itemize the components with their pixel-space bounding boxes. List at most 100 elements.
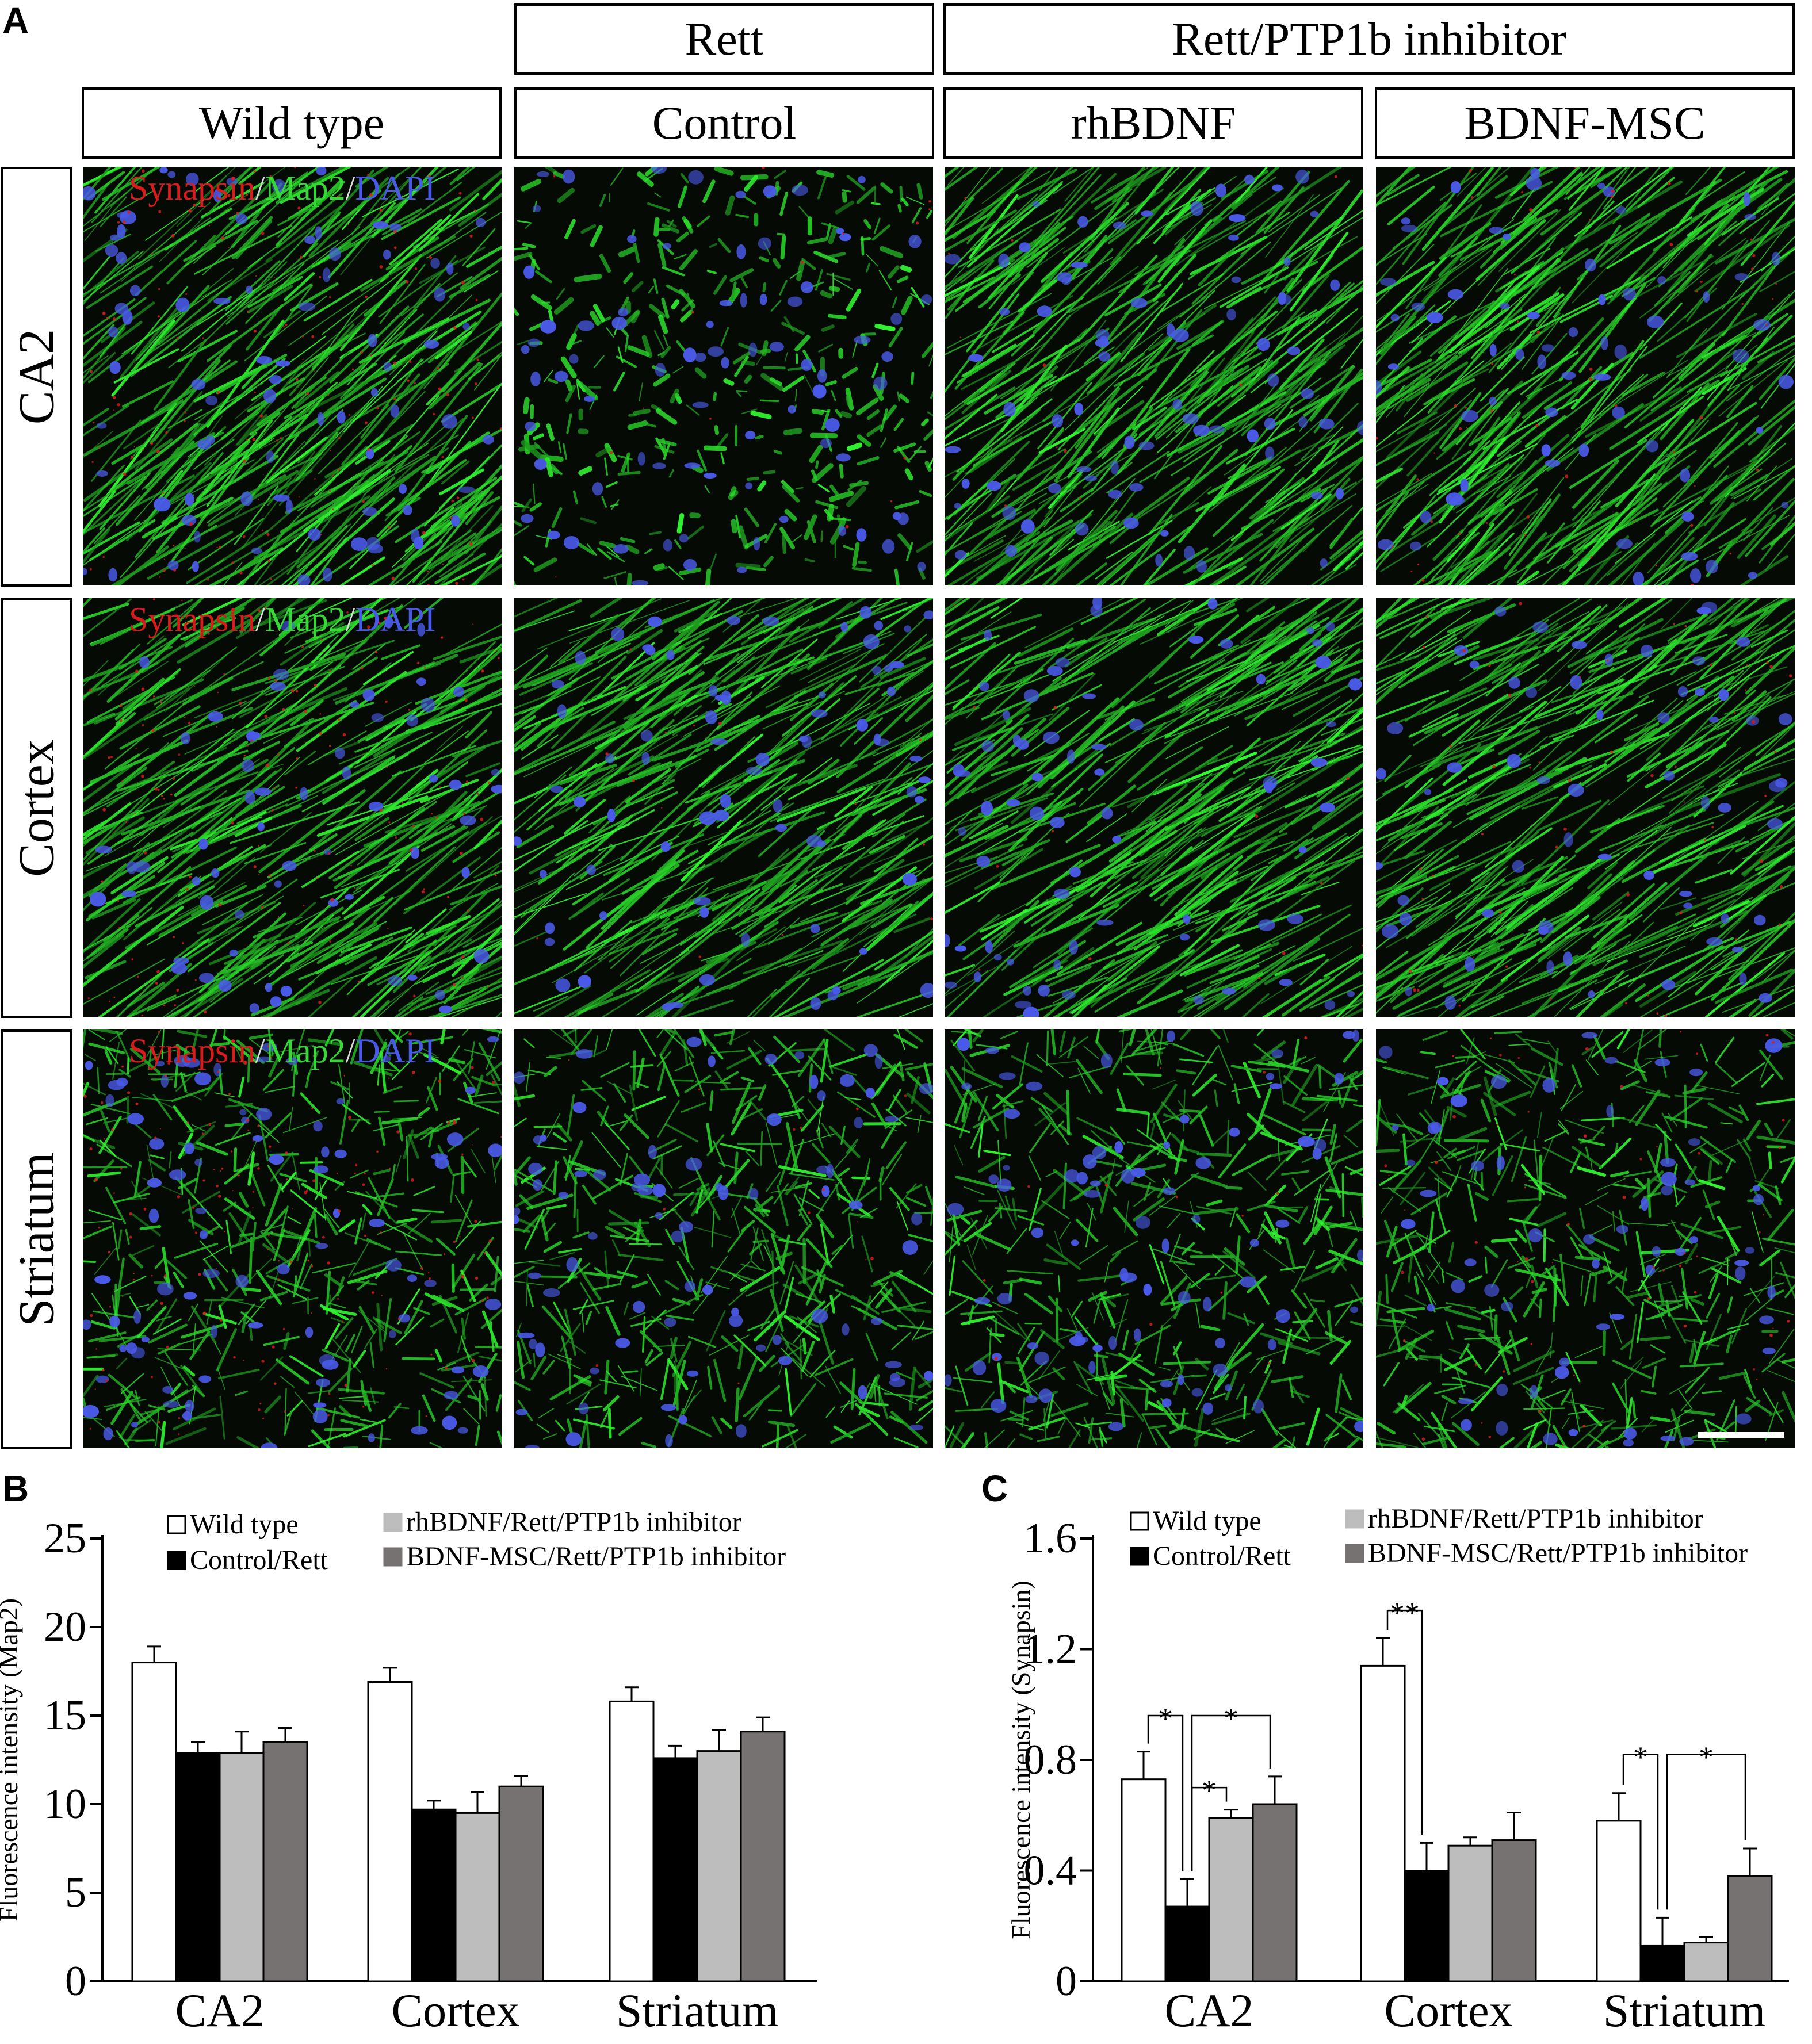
bar-2-1 <box>1641 1945 1684 1981</box>
stain-synapsin: Synapsin <box>129 169 255 207</box>
bar-2-1 <box>653 1758 697 1981</box>
micrograph-striatum-wild-type: Synapsin/Map2/DAPI <box>83 1029 502 1448</box>
bar-1-2 <box>456 1813 499 1981</box>
bar-2-3 <box>1728 1876 1772 1981</box>
micrograph-cortex-control <box>514 598 933 1017</box>
bar-1-1 <box>1405 1871 1448 1982</box>
y-tick-label: 10 <box>44 1781 86 1828</box>
bar-0-1 <box>176 1753 220 1981</box>
legend-swatch <box>168 1516 185 1533</box>
stain-label: Synapsin/Map2/DAPI <box>129 169 435 207</box>
bar-2-0 <box>610 1701 653 1981</box>
stain-map2: Map2 <box>265 600 346 638</box>
x-tick-label: Striatum <box>1603 1984 1765 2037</box>
x-tick-label: Cortex <box>1384 1984 1512 2037</box>
significance-label: * <box>1633 1741 1648 1774</box>
bar-0-1 <box>1165 1907 1209 1981</box>
stain-map2: Map2 <box>265 169 346 207</box>
legend-swatch <box>1346 1510 1363 1528</box>
stain-sep2: / <box>346 169 355 207</box>
micrograph-ca2-rhbdnf <box>945 167 1363 585</box>
micrograph-cortex-rhbdnf <box>945 598 1363 1017</box>
y-tick-label: 0 <box>1056 1958 1077 2005</box>
bar-1-0 <box>1361 1666 1405 1981</box>
stain-map2: Map2 <box>265 1032 346 1070</box>
scale-bar <box>1698 1432 1784 1438</box>
legend-label: Control/Rett <box>1153 1541 1291 1571</box>
bar-2-2 <box>697 1751 741 1981</box>
bar-1-1 <box>412 1809 456 1981</box>
panel-a-label: A <box>2 2 29 39</box>
stain-dapi: DAPI <box>355 600 435 638</box>
header-wild-type: Wild type <box>82 87 502 159</box>
legend-label: BDNF-MSC/Rett/PTP1b inhibitor <box>1368 1538 1748 1568</box>
significance-label: * <box>1224 1702 1238 1735</box>
y-axis-label: Fluorescence intensity (Synapsin) <box>1006 1580 1035 1939</box>
legend-swatch <box>1131 1548 1148 1565</box>
bar-0-2 <box>1209 1818 1253 1981</box>
legend-swatch <box>168 1552 185 1569</box>
bar-2-2 <box>1684 1943 1728 1981</box>
y-axis-label: Fluorescence intensity (Map2) <box>0 1598 23 1921</box>
y-tick-label: 1.6 <box>1024 1515 1077 1562</box>
x-tick-label: CA2 <box>1165 1984 1254 2037</box>
bar-0-0 <box>1122 1779 1165 1981</box>
stain-dapi: DAPI <box>355 169 435 207</box>
bar-2-0 <box>1597 1821 1641 1981</box>
bar-1-3 <box>1492 1840 1536 1981</box>
legend-label: Control/Rett <box>190 1545 328 1575</box>
significance-label: * <box>1202 1774 1217 1807</box>
stain-sep2: / <box>346 1032 355 1070</box>
bar-0-3 <box>1253 1804 1297 1981</box>
stain-label: Synapsin/Map2/DAPI <box>129 1032 435 1070</box>
bar-1-2 <box>1448 1846 1492 1981</box>
stain-sep1: / <box>255 1032 265 1070</box>
significance-label: ** <box>1390 1597 1420 1630</box>
legend-swatch <box>384 1514 402 1531</box>
micrograph-cortex-wild-type: Synapsin/Map2/DAPI <box>83 598 502 1017</box>
legend-label: rhBDNF/Rett/PTP1b inhibitor <box>1368 1503 1703 1534</box>
y-tick-label: 0 <box>65 1958 86 2005</box>
micrograph-striatum-control <box>514 1029 933 1448</box>
header-bdnf-msc: BDNF-MSC <box>1375 87 1795 159</box>
bar-1-3 <box>499 1786 543 1981</box>
significance-label: * <box>1158 1702 1173 1735</box>
x-tick-label: Striatum <box>616 1984 778 2037</box>
micrograph-ca2-bdnf-msc <box>1376 167 1795 585</box>
header-rett-ptp1b: Rett/PTP1b inhibitor <box>943 3 1795 75</box>
bar-2-3 <box>741 1732 785 1981</box>
header-rett: Rett <box>514 3 934 75</box>
row-label-striatum: Striatum <box>1 1029 72 1449</box>
stain-sep1: / <box>255 600 265 638</box>
micrograph-striatum-rhbdnf <box>945 1029 1363 1448</box>
micrograph-ca2-control <box>514 167 933 585</box>
stain-dapi: DAPI <box>355 1032 435 1070</box>
legend-label: Wild type <box>1153 1506 1261 1536</box>
significance-label: * <box>1699 1741 1714 1774</box>
header-control: Control <box>514 87 934 159</box>
legend-label: Wild type <box>190 1509 299 1540</box>
bar-1-0 <box>368 1682 412 1981</box>
bar-0-2 <box>220 1753 263 1981</box>
x-tick-label: CA2 <box>175 1984 265 2037</box>
legend-label: rhBDNF/Rett/PTP1b inhibitor <box>406 1507 741 1537</box>
legend-swatch <box>1346 1545 1363 1562</box>
micrograph-striatum-bdnf-msc <box>1376 1029 1795 1448</box>
micrograph-cortex-bdnf-msc <box>1376 598 1795 1017</box>
micrograph-ca2-wild-type: Synapsin/Map2/DAPI <box>83 167 502 585</box>
y-tick-label: 15 <box>44 1692 86 1739</box>
header-rhbdnf: rhBDNF <box>943 87 1363 159</box>
stain-synapsin: Synapsin <box>129 1032 255 1070</box>
legend-swatch <box>384 1548 402 1565</box>
legend-swatch <box>1131 1513 1148 1530</box>
y-tick-label: 25 <box>44 1515 86 1562</box>
stain-synapsin: Synapsin <box>129 600 255 638</box>
stain-label: Synapsin/Map2/DAPI <box>129 600 435 638</box>
bar-0-0 <box>132 1663 176 1981</box>
x-tick-label: Cortex <box>391 1984 519 2037</box>
y-tick-label: 20 <box>44 1603 86 1651</box>
